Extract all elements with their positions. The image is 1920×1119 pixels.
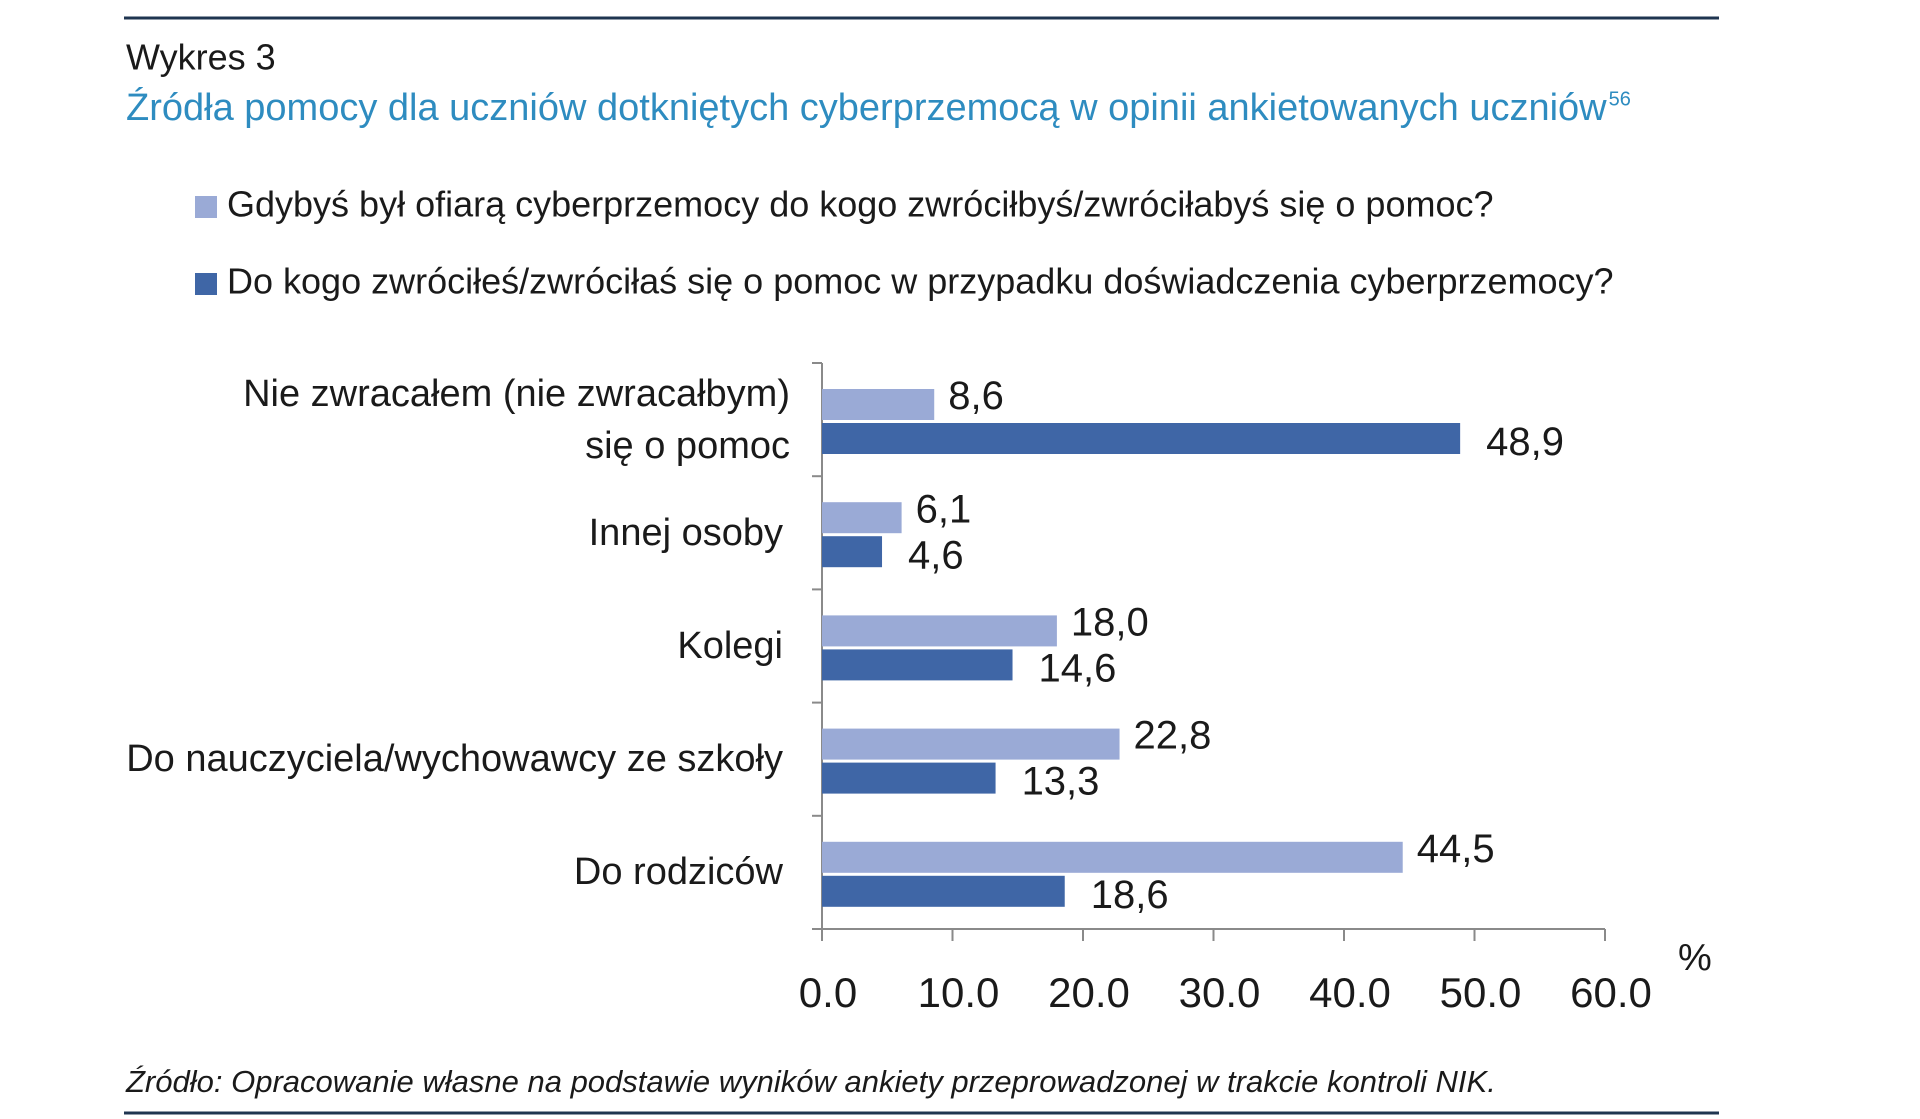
bar [822,389,935,420]
x-tick-label: 40.0 [1309,969,1391,1016]
y-tick-label: Do nauczyciela/wychowawcy ze szkoły [126,738,783,781]
legend-label: Gdybyś był ofiarą cyberprzemocy do kogo … [227,184,1494,225]
x-tick-label: 60.0 [1570,969,1652,1016]
chart-title: Źródła pomocy dla uczniów dotkniętych cy… [126,86,1607,129]
y-tick-label: Innej osoby [588,511,783,554]
value-label: 6,1 [916,487,972,531]
y-tick-label: Do rodziców [573,851,783,894]
legend-swatch [195,273,217,295]
value-label: 13,3 [1022,760,1100,804]
category-label-box: Do nauczyciela/wychowawcy ze szkoły [126,738,783,781]
legend-label: Do kogo zwróciłeś/zwróciłaś się o pomoc … [227,261,1614,302]
footnote-mark: 56 [1609,88,1631,110]
bar [822,728,1120,760]
value-label: 44,5 [1417,827,1495,871]
x-tick-label: 20.0 [1048,969,1130,1016]
source: Źródło: Opracowanie własne na podstawie … [125,1064,1496,1099]
value-label: 8,6 [948,374,1004,418]
y-tick-label: Nie zwracałem (nie zwracałbym) się o pom… [243,372,790,467]
category-label-box: Innej osoby [588,511,783,554]
chart-label: Wykres 3 [126,37,276,78]
x-axis-label: % [1678,937,1712,979]
value-label: 18,6 [1091,873,1169,917]
bar [822,502,902,534]
value-label: 14,6 [1039,646,1117,690]
x-tick-label: 50.0 [1440,969,1522,1016]
bar [822,875,1065,907]
bar [822,649,1013,681]
category-label-box: Do rodziców [573,851,783,894]
value-label: 4,6 [908,533,964,577]
x-tick-label: 10.0 [918,969,1000,1016]
bar [822,762,996,794]
bar [822,423,1461,454]
y-tick-label: Kolegi [677,624,783,667]
bar [822,536,883,568]
value-label: 18,0 [1071,600,1149,644]
x-tick-label: 0.0 [799,969,857,1016]
value-label: 48,9 [1486,420,1564,464]
category-label-box: Kolegi [677,624,783,667]
bar [822,615,1057,647]
category-label-box: Nie zwracałem (nie zwracałbym) się o pom… [243,372,790,467]
value-label: 22,8 [1134,714,1212,758]
legend-swatch [195,196,217,218]
bar [822,841,1403,873]
x-tick-label: 30.0 [1179,969,1261,1016]
